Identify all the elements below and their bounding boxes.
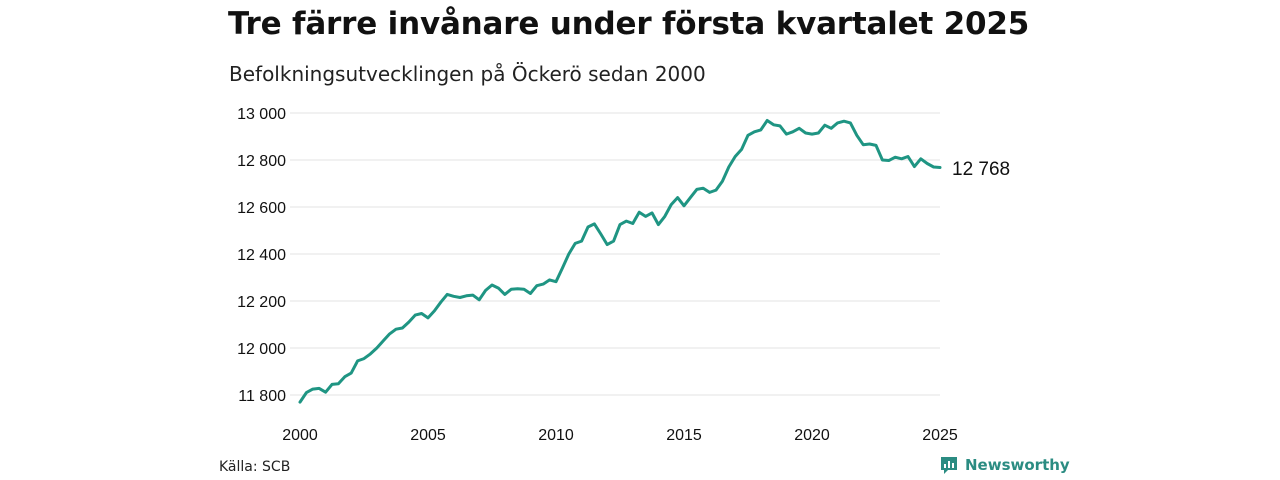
y-axis-labels: 13 000 12 800 12 600 12 400 12 200 12 000 11 8… xyxy=(237,106,286,405)
x-tick-label: 2025 xyxy=(922,427,958,444)
brand-name: Newsworthy xyxy=(965,456,1070,474)
y-tick-label: 12 000 xyxy=(237,341,286,358)
y-tick-label: 11 800 xyxy=(238,388,286,405)
line-chart: 13 000 12 800 12 600 12 400 12 200 12 000 11 8… xyxy=(237,106,1010,444)
y-tick-label: 12 600 xyxy=(237,200,286,217)
x-tick-label: 2015 xyxy=(666,427,702,444)
chart-title: Tre färre invånare under första kvartale… xyxy=(228,6,1030,42)
source-label: Källa: SCB xyxy=(219,459,291,475)
x-axis-labels: 2000 2005 2010 2015 2020 2025 xyxy=(282,427,958,444)
x-tick-label: 2000 xyxy=(282,427,318,444)
population-line xyxy=(298,119,942,404)
end-value-label: 12 768 xyxy=(952,159,1010,180)
chart-subtitle: Befolkningsutvecklingen på Öckerö sedan … xyxy=(229,62,706,86)
x-tick-label: 2020 xyxy=(794,427,830,444)
y-tick-label: 13 000 xyxy=(237,106,286,123)
y-tick-label: 12 200 xyxy=(237,294,286,311)
gridlines xyxy=(290,112,940,396)
x-tick-label: 2005 xyxy=(410,427,446,444)
x-tick-label: 2010 xyxy=(538,427,574,444)
brand: Newsworthy xyxy=(939,455,1070,475)
y-tick-label: 12 800 xyxy=(237,153,286,170)
y-tick-label: 12 400 xyxy=(237,247,286,264)
newsworthy-logo-icon xyxy=(941,457,957,474)
